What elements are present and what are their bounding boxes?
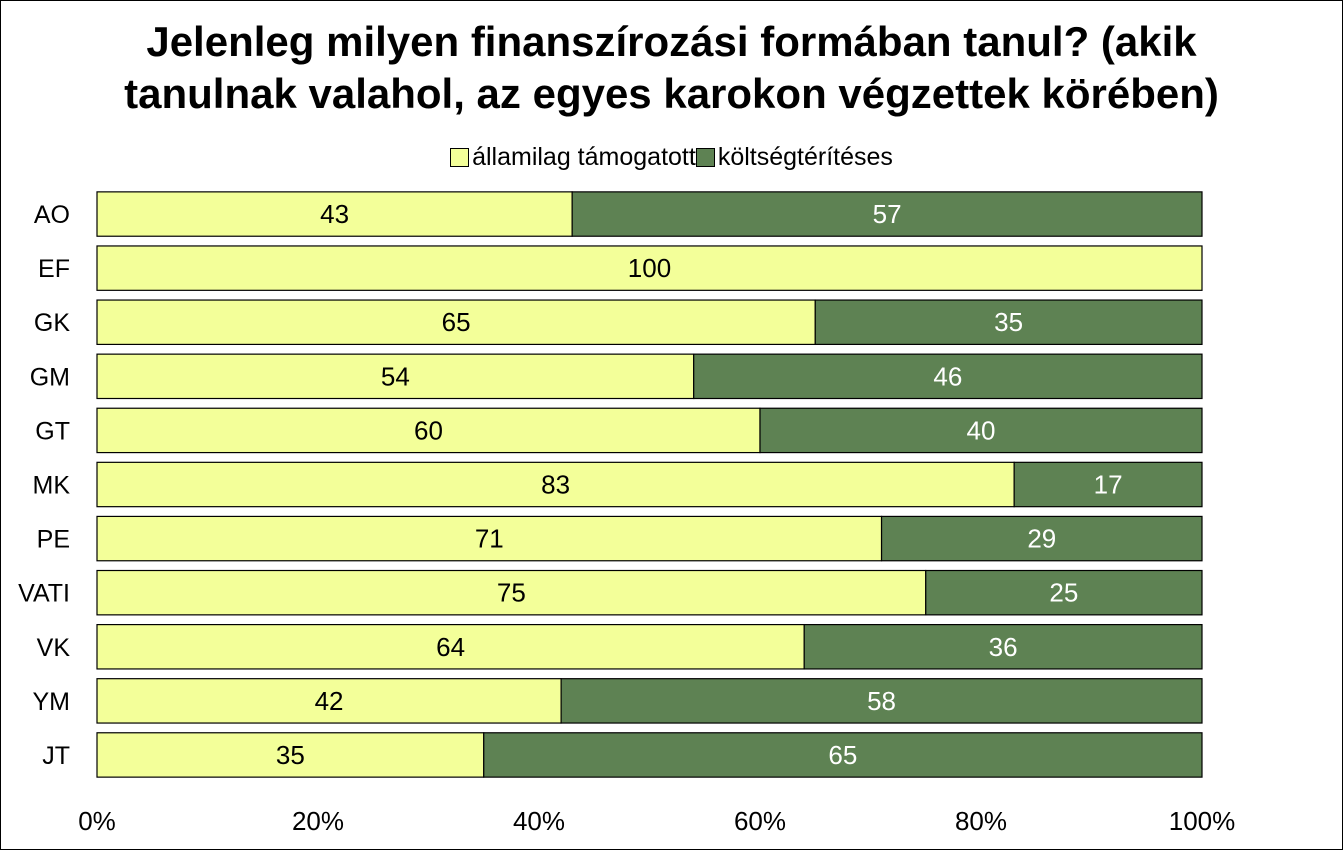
- data-label-mk-series-1: 17: [1094, 470, 1123, 500]
- data-label-jt-series-0: 35: [276, 740, 305, 770]
- data-label-vati-series-0: 75: [497, 578, 526, 608]
- bar-ef-series-0: [96, 245, 1203, 291]
- bar-ao-series-1: [571, 191, 1203, 237]
- y-tick-label-ef: EF: [38, 255, 70, 283]
- data-label-ym-series-0: 42: [315, 686, 344, 716]
- bar-vati-series-1: [925, 569, 1203, 616]
- data-label-gt-series-1: 40: [967, 415, 996, 445]
- y-tick-label-mk: MK: [33, 472, 71, 500]
- bar-mk-series-1: [1013, 461, 1203, 508]
- bar-gt-series-1: [759, 407, 1203, 454]
- data-label-mk-series-0: 83: [541, 470, 570, 500]
- data-label-gk-series-0: 65: [442, 307, 471, 337]
- x-tick-label-2: 40%: [513, 806, 565, 836]
- data-label-pe-series-1: 29: [1027, 524, 1056, 554]
- data-label-ef-series-0: 100: [628, 253, 671, 283]
- data-label-gm-series-0: 54: [381, 361, 410, 391]
- legend-item-state-funded: államilag támogatott: [450, 143, 696, 172]
- y-tick-label-pe: PE: [37, 526, 70, 554]
- x-tick-label-0: 0%: [78, 806, 116, 836]
- y-tick-label-ym: YM: [33, 688, 71, 716]
- data-label-vk-series-1: 36: [989, 632, 1018, 662]
- chart-title: Jelenleg milyen finanszírozási formában …: [0, 16, 1343, 120]
- legend-swatch-tuition-paying: [695, 147, 715, 167]
- data-label-ao-series-1: 57: [873, 199, 902, 229]
- bar-jt-series-0: [96, 732, 485, 778]
- data-label-pe-series-0: 71: [475, 524, 504, 554]
- chart-title-line-2: tanulnak valahol, az egyes karokon végze…: [124, 70, 1219, 117]
- x-tick-label-4: 80%: [955, 806, 1007, 836]
- y-tick-label-jt: JT: [42, 742, 70, 770]
- bar-ym-series-0: [96, 678, 562, 724]
- data-label-vati-series-1: 25: [1049, 578, 1078, 608]
- y-tick-label-gm: GM: [30, 363, 70, 391]
- data-label-gt-series-0: 60: [414, 415, 443, 445]
- legend: államilag támogatott költségtérítéses: [0, 140, 1343, 174]
- x-tick-label-5: 100%: [1169, 806, 1236, 836]
- x-tick-label-3: 60%: [734, 806, 786, 836]
- bar-gk-series-1: [814, 299, 1203, 346]
- bar-gm-series-1: [693, 353, 1203, 400]
- bar-pe-series-1: [880, 515, 1203, 562]
- legend-item-tuition-paying: költségtérítéses: [695, 142, 893, 172]
- data-label-vk-series-0: 64: [436, 632, 465, 662]
- y-tick-label-vk: VK: [37, 634, 71, 662]
- y-tick-label-gt: GT: [35, 417, 70, 445]
- y-tick-label-vati: VATI: [18, 580, 70, 608]
- legend-label-tuition-paying: költségtérítéses: [717, 142, 893, 171]
- data-label-gk-series-1: 35: [994, 307, 1023, 337]
- chart-title-line-1: Jelenleg milyen finanszírozási formában …: [146, 18, 1197, 65]
- x-tick-label-1: 20%: [292, 806, 344, 836]
- bar-ym-series-1: [560, 678, 1203, 724]
- data-label-ao-series-0: 43: [320, 199, 349, 229]
- legend-label-state-funded: államilag támogatott: [472, 142, 696, 171]
- legend-swatch-state-funded: [450, 147, 470, 167]
- bar-vk-series-1: [803, 623, 1203, 670]
- data-label-gm-series-1: 46: [933, 361, 962, 391]
- data-label-ym-series-1: 58: [867, 686, 896, 716]
- bar-vati-series-0: [96, 569, 927, 616]
- bar-pe-series-0: [96, 515, 883, 562]
- y-tick-label-gk: GK: [34, 309, 70, 337]
- bar-ao-series-0: [96, 191, 573, 237]
- bar-vk-series-0: [96, 623, 805, 670]
- y-tick-label-ao: AO: [34, 201, 70, 229]
- data-label-jt-series-1: 65: [828, 740, 857, 770]
- bar-jt-series-1: [483, 732, 1203, 778]
